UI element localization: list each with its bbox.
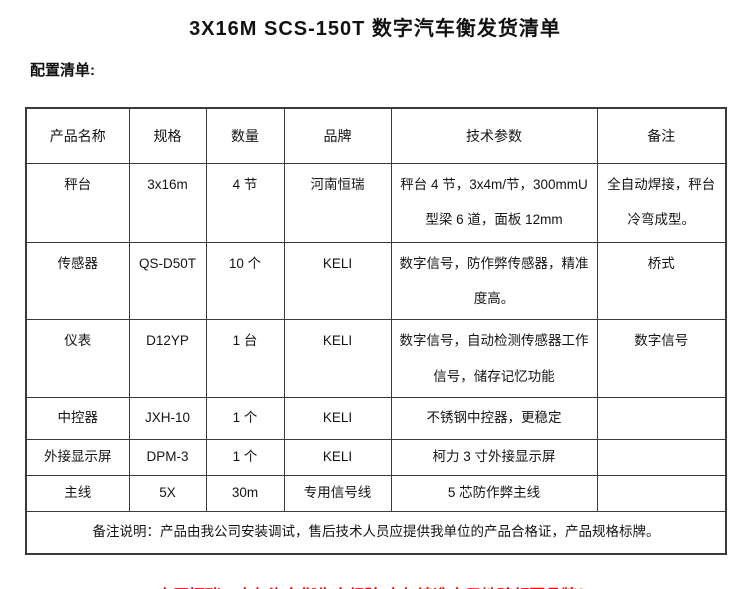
cell-params: 5 芯防作弊主线 xyxy=(390,474,598,512)
column-header-note: 备注 xyxy=(596,107,727,164)
cell-spec: QS-D50T xyxy=(128,241,207,321)
cell-note xyxy=(596,396,727,440)
table-row-controller: 中控器 JXH-10 1 个 KELI 不锈钢中控器，更稳定 xyxy=(25,396,727,440)
config-list-label: 配置清单: xyxy=(30,62,95,79)
cell-params: 数字信号，自动检测传感器工作信号，储存记忆功能 xyxy=(390,319,598,398)
column-header-product-name: 产品名称 xyxy=(25,107,130,164)
column-header-qty: 数量 xyxy=(205,107,285,164)
cell-product-name: 外接显示屏 xyxy=(25,438,130,476)
cell-brand: KELI xyxy=(283,241,392,321)
page-title: 3X16M SCS-150T 数字汽车衡发货清单 xyxy=(189,18,561,40)
column-header-params: 技术参数 xyxy=(390,107,598,164)
cell-qty: 10 个 xyxy=(205,241,285,321)
cell-product-name: 主线 xyxy=(25,474,130,512)
cell-params: 秤台 4 节，3x4m/节，300mmU 型梁 6 道，面板 12mm xyxy=(390,162,598,243)
cell-spec: DPM-3 xyxy=(128,438,207,476)
table-row-platform: 秤台 3x16m 4 节 河南恒瑞 秤台 4 节，3x4m/节，300mmU 型… xyxy=(25,162,727,243)
cell-product-name: 仪表 xyxy=(25,319,130,398)
table-remark-row: 备注说明：产品由我公司安装调试，售后技术人员应提供我单位的产品合格证，产品规格标… xyxy=(25,510,727,555)
cell-brand: 专用信号线 xyxy=(283,474,392,512)
cell-spec: D12YP xyxy=(128,319,207,398)
table-row-main-cable: 主线 5X 30m 专用信号线 5 芯防作弊主线 xyxy=(25,474,727,512)
cell-qty: 1 台 xyxy=(205,319,285,398)
cell-spec: JXH-10 xyxy=(128,396,207,440)
column-header-spec: 规格 xyxy=(128,107,207,164)
cell-spec: 5X xyxy=(128,474,207,512)
cell-note: 全自动焊接，秤台冷弯成型。 xyxy=(596,162,727,243)
cell-brand: KELI xyxy=(283,396,392,440)
cell-note xyxy=(596,438,727,476)
cell-qty: 30m xyxy=(205,474,285,512)
table-row-sensor: 传感器 QS-D50T 10 个 KELI 数字信号，防作弊传感器，精准度高。 … xyxy=(25,241,727,321)
cell-params: 柯力 3 寸外接显示屏 xyxy=(390,438,598,476)
cell-product-name: 中控器 xyxy=(25,396,130,440)
cell-note: 数字信号 xyxy=(596,319,727,398)
column-header-brand: 品牌 xyxy=(283,107,392,164)
table-row-external-display: 外接显示屏 DPM-3 1 个 KELI 柯力 3 寸外接显示屏 xyxy=(25,438,727,476)
cell-qty: 1 个 xyxy=(205,396,285,440)
footer-slogan: 中原恒瑞二十年汽车衡生产经验 十年铸造电子地磅领军品牌！ xyxy=(0,582,750,589)
cell-note xyxy=(596,474,727,512)
shipping-list-table: 产品名称 规格 数量 品牌 技术参数 备注 秤台 3x16m 4 节 河南恒瑞 … xyxy=(25,107,727,556)
cell-spec: 3x16m xyxy=(128,162,207,243)
cell-qty: 1 个 xyxy=(205,438,285,476)
cell-params: 不锈钢中控器，更稳定 xyxy=(390,396,598,440)
table-header-row: 产品名称 规格 数量 品牌 技术参数 备注 xyxy=(25,107,727,164)
table-row-indicator: 仪表 D12YP 1 台 KELI 数字信号，自动检测传感器工作信号，储存记忆功… xyxy=(25,319,727,398)
cell-note: 桥式 xyxy=(596,241,727,321)
cell-params: 数字信号，防作弊传感器，精准度高。 xyxy=(390,241,598,321)
cell-product-name: 传感器 xyxy=(25,241,130,321)
cell-qty: 4 节 xyxy=(205,162,285,243)
remark-text: 备注说明：产品由我公司安装调试，售后技术人员应提供我单位的产品合格证，产品规格标… xyxy=(25,510,727,555)
cell-brand: KELI xyxy=(283,319,392,398)
cell-brand: KELI xyxy=(283,438,392,476)
cell-brand: 河南恒瑞 xyxy=(283,162,392,243)
cell-product-name: 秤台 xyxy=(25,162,130,243)
